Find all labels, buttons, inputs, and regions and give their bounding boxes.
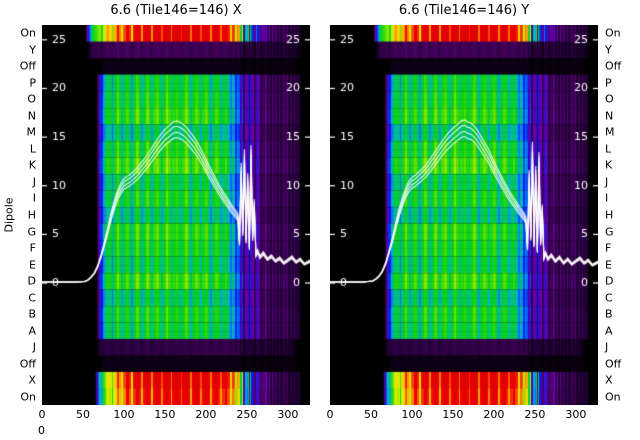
dipole-row-label-right-14: E (605, 258, 612, 272)
x-tick-label: 50 (75, 408, 90, 421)
x-axis-ticks-left: 0 50 100 150 200 250 300 (38, 408, 310, 423)
dipole-row-label-right-12: G (605, 225, 614, 239)
dipole-row-label-left-10: I (32, 191, 36, 205)
dipole-row-label-left-22: On (20, 390, 36, 404)
dipole-row-label-right-15: D (605, 274, 614, 288)
dipole-row-label-right-19: J (605, 340, 609, 354)
dipole-row-label-right-4: O (605, 92, 614, 106)
dipole-row-label-left-21: X (28, 373, 36, 387)
heatmap-panel-x (42, 25, 310, 405)
x-tick-label: 150 (442, 408, 464, 421)
dipole-row-label-left-14: E (29, 258, 36, 272)
heatmap-canvas-y (330, 25, 598, 405)
dipole-row-label-right-9: J (605, 175, 609, 189)
dipole-row-label-right-8: K (605, 158, 613, 172)
x-tick-label: 300 (565, 408, 587, 421)
dipole-row-label-right-6: M (605, 125, 615, 139)
dipole-row-label-right-17: B (605, 307, 613, 321)
dipole-row-label-right-10: I (605, 191, 609, 205)
dipole-row-label-right-1: Y (605, 43, 612, 57)
dipole-row-label-left-16: C (28, 291, 36, 305)
dipole-row-label-right-16: C (605, 291, 613, 305)
dipole-row-label-right-18: A (605, 324, 613, 338)
panel-title-x: 6.6 (Tile146=146) X (110, 3, 242, 18)
dipole-row-label-left-20: Off (19, 357, 36, 371)
heatmap-canvas-x (42, 25, 310, 405)
dipole-row-label-right-7: L (605, 142, 612, 156)
dipole-row-label-left-15: D (27, 274, 36, 288)
dipole-row-label-right-20: Off (605, 357, 622, 371)
dipole-row-label-left-18: A (28, 324, 36, 338)
dipole-row-label-right-21: X (605, 373, 613, 387)
x-tick-label: 100 (401, 408, 423, 421)
dipole-row-label-left-1: Y (29, 43, 36, 57)
x-tick-label: 0 (326, 408, 334, 421)
dipole-row-label-left-19: J (32, 340, 36, 354)
x-tick-label: 50 (363, 408, 378, 421)
dipole-labels-right: On Y Off P O N M L K J I H G F E D C B A J Off X On (601, 25, 640, 405)
dipole-row-label-left-3: P (29, 76, 36, 90)
dipole-row-label-left-13: F (29, 241, 36, 255)
dipole-row-label-left-2: Off (19, 59, 36, 73)
dipole-row-label-right-2: Off (605, 59, 622, 73)
dipole-row-label-left-5: N (27, 109, 36, 123)
dipole-labels-left: On Y Off P O N M L K J I H G F E D C B A J Off X On (0, 25, 39, 405)
x-tick-label: 200 (195, 408, 217, 421)
dipole-row-label-left-11: H (27, 208, 36, 222)
dipole-row-label-left-4: O (27, 92, 36, 106)
dipole-row-label-left-6: M (26, 125, 37, 139)
dipole-row-label-right-3: P (605, 76, 612, 90)
x-tick-label: 250 (236, 408, 258, 421)
dipole-row-label-right-11: H (605, 208, 614, 222)
panel-title-y: 6.6 (Tile146=146) Y (398, 3, 530, 18)
x-tick-label: 150 (154, 408, 176, 421)
dipole-row-label-right-5: N (605, 109, 614, 123)
x-tick-label: 100 (113, 408, 135, 421)
dipole-row-label-left-9: J (32, 175, 36, 189)
x-tick-label: 300 (277, 408, 299, 421)
dipole-row-label-left-17: B (28, 307, 36, 321)
dipole-row-label-left-7: L (29, 142, 36, 156)
heatmap-panel-y (330, 25, 598, 405)
dipole-row-label-left-0: On (20, 26, 36, 40)
dipole-row-label-left-12: G (27, 225, 36, 239)
x-tick-label: 0 (38, 408, 46, 421)
x-axis-ticks-right: 0 50 100 150 200 250 300 (326, 408, 598, 423)
x-tick-label: 250 (524, 408, 546, 421)
dipole-row-label-right-13: F (605, 241, 612, 255)
dipole-row-label-left-8: K (28, 158, 36, 172)
dipole-row-label-right-0: On (605, 26, 621, 40)
corner-tick-label: 0 (38, 424, 45, 437)
dipole-row-label-right-22: On (605, 390, 621, 404)
x-tick-label: 200 (483, 408, 505, 421)
